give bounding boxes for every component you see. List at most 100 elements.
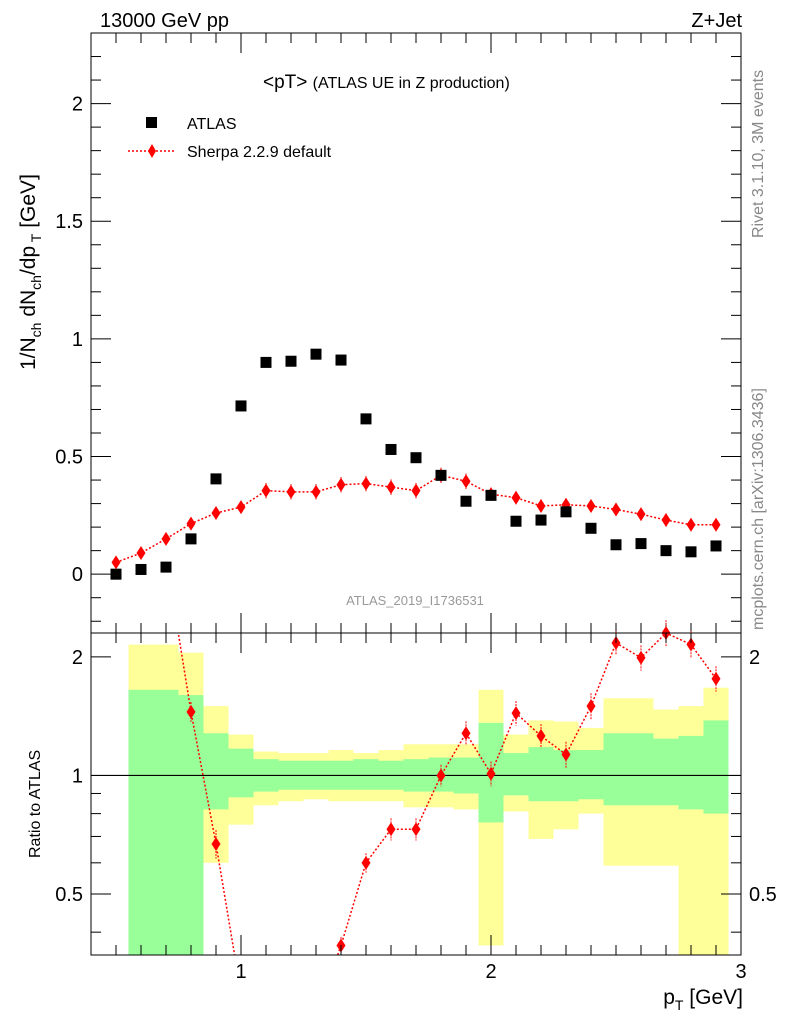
- legend: ATLAS Sherpa 2.2.9 default: [128, 116, 332, 161]
- atlas-data-point: [235, 400, 247, 412]
- ratio-point: [211, 836, 221, 851]
- atlas-data-point: [260, 356, 272, 368]
- mc-point: [611, 502, 621, 517]
- ratio-point: [636, 650, 646, 665]
- ratio-polyline: [177, 633, 236, 955]
- mc-point: [161, 531, 171, 546]
- legend-atlas-label: ATLAS: [187, 116, 237, 133]
- atlas-data-point: [110, 568, 122, 580]
- lower-axis-ticks: [91, 633, 742, 955]
- mc-point: [586, 498, 596, 513]
- mc-point: [336, 477, 346, 492]
- lower-y-tick-label: 1: [72, 765, 83, 787]
- mc-point: [536, 498, 546, 513]
- mc-point: [636, 507, 646, 522]
- ratio-point: [511, 706, 521, 721]
- ratio-point: [386, 822, 396, 837]
- atlas-data-point: [485, 489, 497, 501]
- atlas-data-point: [285, 355, 297, 367]
- upper-y-tick-label: 0.5: [55, 447, 83, 469]
- atlas-data-point: [660, 545, 672, 557]
- atlas-data-point: [410, 452, 422, 464]
- mc-point: [286, 484, 296, 499]
- atlas-data-point: [560, 506, 572, 518]
- lower-y-tick-label: 0.5: [55, 884, 83, 906]
- ratio-point: [461, 726, 471, 741]
- lower-y-tick-label: 2: [72, 647, 83, 669]
- upper-y-tick-label: 0: [72, 564, 83, 586]
- ratio-point: [686, 637, 696, 652]
- x-tick-label: 3: [735, 961, 746, 983]
- mc-point: [711, 517, 721, 532]
- mc-point: [511, 490, 521, 505]
- inner-band-bin: [503, 753, 529, 796]
- atlas-data-point: [135, 563, 147, 575]
- atlas-data-point: [535, 514, 547, 526]
- inner-band-bin: [178, 695, 204, 955]
- inner-band-bin: [678, 735, 704, 810]
- atlas-data-point: [360, 413, 372, 425]
- ratio-point: [586, 699, 596, 714]
- inner-band-bin: [353, 759, 379, 790]
- ratio-point: [411, 822, 421, 837]
- atlas-data-point: [460, 495, 472, 507]
- x-tick-labels: 1 2 3: [235, 961, 746, 983]
- uncertainty-bands: [128, 644, 729, 955]
- inner-band-bin: [228, 748, 254, 798]
- upper-y-tick-label: 2: [72, 94, 83, 116]
- mc-point: [361, 476, 371, 491]
- ratio-point: [561, 747, 571, 762]
- mc-point: [411, 483, 421, 498]
- ratio-series-points: [186, 620, 721, 955]
- side-label-rivet: Rivet 3.1.10, 3M events: [750, 70, 767, 238]
- atlas-data-point: [210, 473, 222, 485]
- header-left: 13000 GeV pp: [100, 10, 229, 32]
- atlas-data-point: [435, 469, 447, 481]
- ratio-point: [711, 671, 721, 686]
- atlas-data-point: [160, 561, 172, 573]
- atlas-data-point: [385, 443, 397, 455]
- mc-point: [236, 500, 246, 515]
- legend-sherpa-label: Sherpa 2.2.9 default: [187, 144, 332, 161]
- mc-point: [111, 555, 121, 570]
- ratio-point: [186, 704, 196, 719]
- chart-title: <pT> (ATLAS UE in Z production): [263, 72, 510, 93]
- upper-y-tick-label: 1.5: [55, 211, 83, 233]
- atlas-data-point: [585, 522, 597, 534]
- inner-band-bin: [528, 747, 554, 802]
- x-tick-label: 1: [235, 961, 246, 983]
- upper-y-axis-label: 1/Nch dNch/dp T [GeV]: [17, 174, 44, 370]
- inner-band-bin: [653, 738, 679, 806]
- inner-band-bin: [128, 689, 154, 955]
- ratio-point: [536, 728, 546, 743]
- atlas-data-point: [710, 540, 722, 552]
- mc-point: [461, 474, 471, 489]
- inner-band-bin: [153, 689, 179, 955]
- ratio-point: [361, 855, 371, 870]
- mc-point: [211, 506, 221, 520]
- x-axis-label: pT [GeV]: [663, 986, 743, 1013]
- atlas-data-point: [685, 546, 697, 558]
- inner-band-bin: [703, 720, 729, 814]
- x-tick-label: 2: [485, 961, 496, 983]
- analysis-label: ATLAS_2019_I1736531: [346, 593, 484, 608]
- lower-y-tick-label-right: 2: [749, 647, 760, 669]
- header-right: Z+Jet: [691, 10, 742, 32]
- atlas-data-point: [185, 533, 197, 545]
- upper-axis-ticks: [91, 32, 742, 633]
- legend-atlas-marker: [146, 117, 157, 128]
- ratio-point: [436, 768, 446, 783]
- legend-sherpa-marker: [148, 144, 156, 158]
- lower-y-tick-labels: 0.5 1 2 0.5 2: [55, 647, 777, 906]
- atlas-data-point: [610, 539, 622, 551]
- lower-y-axis-label: Ratio to ATLAS: [27, 750, 44, 858]
- mc-point: [261, 483, 271, 498]
- ratio-point: [486, 766, 496, 781]
- mc-point: [386, 480, 396, 495]
- upper-y-tick-label: 1: [72, 329, 83, 351]
- lower-y-tick-label-right: 0.5: [749, 884, 777, 906]
- side-label-mcplots: mcplots.cern.ch [arXiv:1306.3436]: [750, 388, 767, 630]
- inner-band-bin: [628, 733, 654, 806]
- mc-point: [186, 516, 196, 531]
